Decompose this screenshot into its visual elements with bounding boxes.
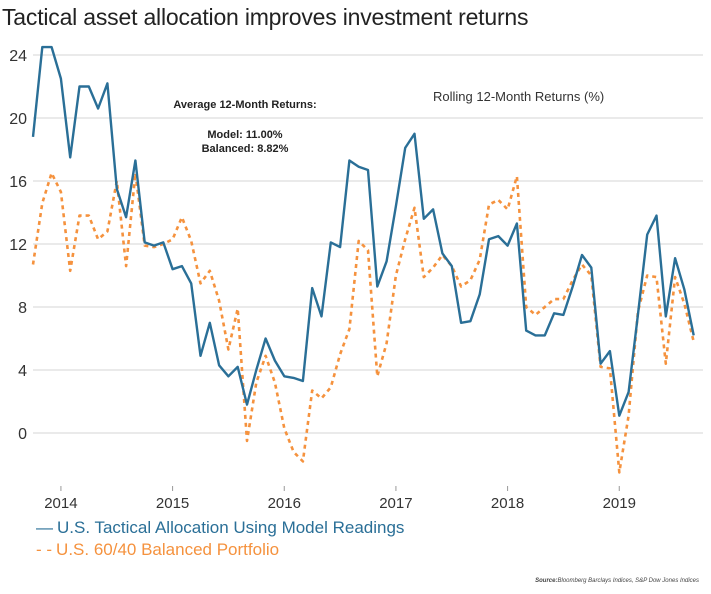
y-tick-label: 12 (9, 237, 27, 254)
x-tick-label: 2016 (268, 495, 301, 512)
legend-label-balanced: U.S. 60/40 Balanced Portfolio (56, 540, 280, 559)
series-lines (31, 45, 695, 474)
annotation-heading: Average 12-Month Returns: (173, 99, 316, 111)
chart-subtitle: Rolling 12-Month Returns (%) (433, 89, 604, 104)
y-tick-label: 20 (9, 111, 27, 128)
x-axis-ticks: 2014 2015 2016 2017 2018 2019 (44, 486, 636, 512)
x-tick-label: 2018 (491, 495, 524, 512)
gridlines (33, 54, 703, 434)
annotation-model: Model: 11.00% (207, 129, 282, 141)
source-label: Source: (535, 578, 558, 584)
x-tick-label: 2017 (379, 495, 412, 512)
legend-label-tactical: U.S. Tactical Allocation Using Model Rea… (57, 518, 405, 537)
source-note: Source:Bloomberg Barclays Indices, S&P D… (535, 578, 699, 584)
legend-dashed-line-icon: - - (36, 540, 53, 559)
series-line-balanced (31, 171, 695, 474)
legend-item-tactical: — U.S. Tactical Allocation Using Model Re… (36, 518, 404, 538)
y-tick-label: 4 (18, 363, 27, 380)
chart-title: Tactical asset allocation improves inves… (2, 4, 529, 30)
y-axis-ticks: 0 4 8 12 16 20 24 (9, 48, 27, 443)
annotation-balanced: Balanced: 8.82% (202, 143, 289, 155)
y-tick-label: 0 (18, 426, 27, 443)
y-tick-label: 8 (18, 300, 27, 317)
y-tick-label: 16 (9, 174, 27, 191)
legend-item-balanced: - - U.S. 60/40 Balanced Portfolio (36, 540, 279, 560)
source-text: Bloomberg Barclays Indices, S&P Dow Jone… (557, 578, 699, 584)
x-tick-label: 2014 (44, 495, 77, 512)
x-tick-label: 2015 (156, 495, 189, 512)
y-tick-label: 24 (9, 48, 27, 65)
legend-solid-line-icon: — (36, 518, 53, 537)
series-line-tactical (31, 45, 695, 417)
x-tick-label: 2019 (603, 495, 636, 512)
